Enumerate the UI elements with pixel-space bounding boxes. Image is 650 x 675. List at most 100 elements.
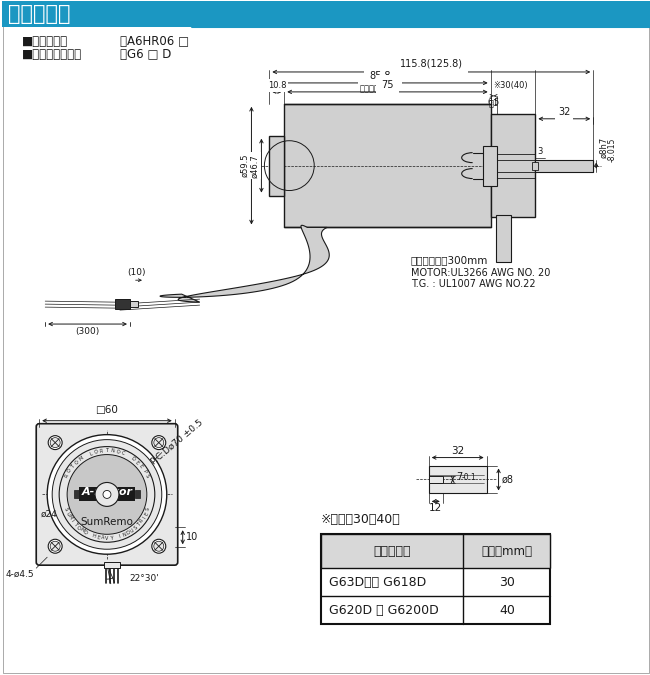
Text: 6.5: 6.5 [488, 98, 500, 107]
Bar [130, 301, 138, 307]
Circle shape [152, 539, 166, 554]
Text: S: S [63, 507, 69, 512]
Text: -8.015: -8.015 [607, 137, 616, 161]
Text: M: M [79, 527, 85, 534]
FancyBboxPatch shape [36, 424, 177, 565]
Text: ：A6HR06 □: ：A6HR06 □ [120, 35, 189, 48]
Text: ■モータ形式: ■モータ形式 [22, 35, 68, 48]
Text: ■ギヤヘッド形式: ■ギヤヘッド形式 [22, 48, 83, 61]
Text: ※30(40): ※30(40) [493, 81, 528, 90]
Text: A: A [101, 535, 105, 541]
Text: 12: 12 [429, 504, 443, 514]
Text: 7: 7 [456, 472, 462, 483]
Bar [321, 535, 551, 568]
Text: 22°30': 22°30' [129, 574, 159, 583]
Text: N: N [111, 448, 114, 454]
Text: SumRemo: SumRemo [81, 517, 133, 527]
Bar [269, 136, 284, 196]
Text: ※表１．30（40）: ※表１．30（40） [321, 513, 401, 526]
Text: ：G6 □ D: ：G6 □ D [120, 48, 172, 61]
Text: O: O [74, 460, 80, 466]
Text: U: U [64, 511, 71, 516]
Text: V: V [105, 536, 109, 541]
Text: T: T [72, 522, 78, 527]
Bar [104, 562, 120, 568]
Text: （モータ部長さ）: （モータ部長さ） [360, 84, 400, 93]
Bar [429, 476, 443, 483]
Text: MOTOR:UL3266 AWG NO. 20: MOTOR:UL3266 AWG NO. 20 [411, 268, 551, 278]
Text: ギヤヘッド: ギヤヘッド [374, 545, 411, 558]
Bar [135, 491, 140, 498]
Circle shape [103, 491, 111, 498]
Text: -0.1: -0.1 [462, 473, 476, 482]
Text: S: S [146, 507, 151, 512]
Text: D: D [130, 456, 136, 462]
Text: E: E [144, 511, 150, 516]
Text: 85.8: 85.8 [369, 71, 391, 81]
Text: リード線長さ300mm: リード線長さ300mm [411, 255, 488, 265]
Text: G620D ～ G6200D: G620D ～ G6200D [329, 603, 439, 616]
Text: E: E [134, 460, 140, 466]
Text: R: R [64, 473, 70, 479]
Bar [321, 535, 551, 624]
Text: M: M [78, 456, 84, 462]
Circle shape [95, 483, 119, 506]
Bar [532, 161, 538, 169]
Text: 4-ø4.5: 4-ø4.5 [6, 570, 34, 579]
Text: I: I [142, 516, 147, 519]
Text: ø8h7: ø8h7 [599, 136, 608, 158]
Text: 115.8(125.8): 115.8(125.8) [400, 59, 463, 69]
Text: O: O [75, 524, 81, 531]
Text: □60: □60 [96, 405, 118, 414]
Bar [74, 491, 79, 498]
Text: O: O [67, 468, 73, 474]
Text: T: T [70, 464, 76, 469]
Text: A-motor: A-motor [81, 487, 133, 497]
Text: H: H [91, 533, 96, 539]
Circle shape [67, 454, 147, 535]
Text: E: E [96, 535, 100, 540]
Text: 10: 10 [186, 533, 198, 542]
Circle shape [59, 447, 155, 542]
Circle shape [52, 439, 162, 549]
Text: L: L [88, 451, 93, 456]
Circle shape [154, 437, 164, 448]
Text: ø59.5: ø59.5 [240, 154, 250, 178]
Bar [536, 160, 593, 171]
Text: O: O [94, 449, 99, 455]
Bar [3, 1, 650, 27]
Text: (10): (10) [127, 268, 146, 277]
Text: ø8: ø8 [502, 475, 514, 485]
Text: 75: 75 [381, 80, 394, 90]
Text: 10.8: 10.8 [268, 81, 286, 90]
Text: ギヤモータ: ギヤモータ [8, 4, 71, 24]
Text: P.C.Dø70 ±0.5: P.C.Dø70 ±0.5 [149, 418, 204, 466]
Text: N: N [122, 532, 127, 538]
Text: 32: 32 [451, 446, 464, 456]
Bar [79, 487, 135, 502]
Circle shape [154, 541, 164, 551]
Text: 32: 32 [558, 107, 571, 117]
Text: T: T [105, 448, 109, 453]
Text: S: S [144, 473, 150, 479]
Text: R: R [138, 518, 145, 524]
Text: 3: 3 [538, 146, 543, 156]
Text: C: C [121, 451, 125, 456]
Text: M: M [66, 514, 73, 520]
Text: ø24: ø24 [40, 510, 57, 519]
Text: U: U [129, 527, 135, 533]
Circle shape [48, 435, 62, 450]
Circle shape [48, 539, 62, 554]
Text: 40: 40 [499, 603, 515, 616]
Bar [495, 215, 510, 263]
Text: R: R [99, 448, 103, 454]
Text: (300): (300) [75, 327, 99, 336]
Text: 表1: 表1 [488, 98, 499, 107]
Text: G63D　～ G618D: G63D ～ G618D [329, 576, 426, 589]
Bar [482, 146, 497, 186]
Text: I: I [119, 534, 122, 539]
Bar [429, 466, 487, 493]
Text: ø46.7: ø46.7 [250, 154, 259, 178]
Circle shape [47, 435, 167, 554]
Text: O: O [116, 449, 120, 455]
